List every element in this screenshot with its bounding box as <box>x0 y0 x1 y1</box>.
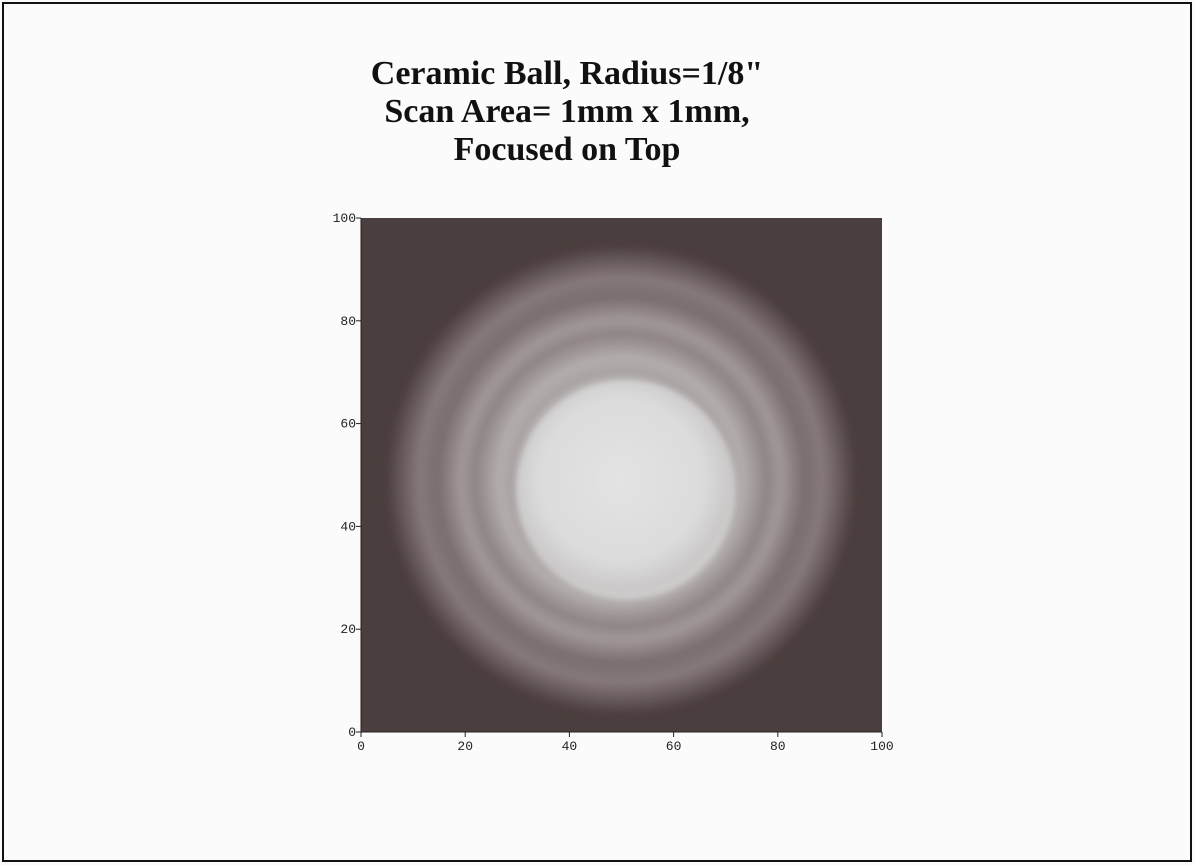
x-tick-label: 100 <box>870 739 893 754</box>
y-tick-label: 40 <box>340 519 356 534</box>
x-tick-label: 20 <box>457 739 473 754</box>
x-tick-label: 40 <box>562 739 578 754</box>
plot <box>360 218 882 733</box>
chart-title: Scan Area= 1mm x 1mm, <box>384 93 749 130</box>
y-tick-label: 60 <box>340 417 356 432</box>
scan-core <box>516 380 736 600</box>
chart-title: Focused on Top <box>454 131 681 168</box>
chart-title: Ceramic Ball, Radius=1/8" <box>371 55 763 92</box>
y-tick-label: 80 <box>340 314 356 329</box>
y-tick-label: 20 <box>340 622 356 637</box>
x-tick-label: 0 <box>357 739 365 754</box>
y-tick-label: 100 <box>333 211 356 226</box>
y-tick-label: 0 <box>348 725 356 740</box>
x-tick-label: 80 <box>770 739 786 754</box>
x-tick-label: 60 <box>666 739 682 754</box>
